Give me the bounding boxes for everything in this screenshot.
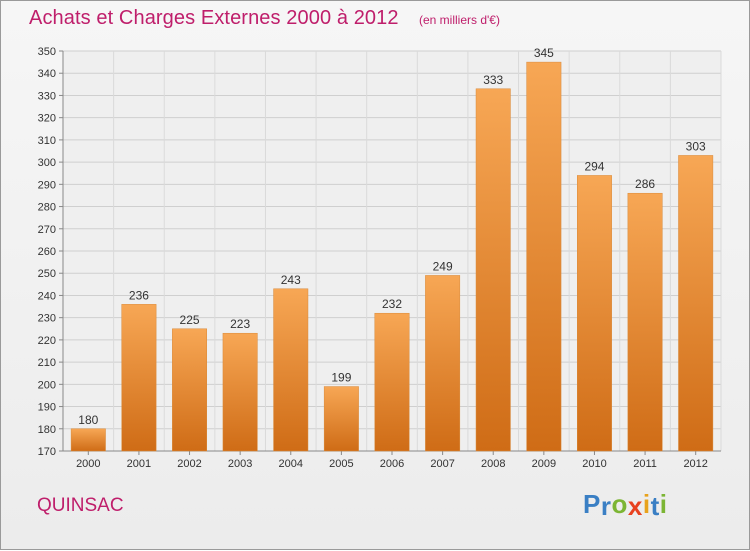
y-tick-label: 340 xyxy=(38,68,56,80)
data-label-2003: 223 xyxy=(230,317,250,331)
y-tick-label: 180 xyxy=(38,424,56,436)
x-tick-label-2002: 2002 xyxy=(177,458,201,470)
y-tick-label: 330 xyxy=(38,90,56,102)
x-tick-label-2003: 2003 xyxy=(228,458,252,470)
x-tick-label-2012: 2012 xyxy=(683,458,707,470)
data-label-2005: 199 xyxy=(331,371,351,385)
y-tick-label: 270 xyxy=(38,224,56,236)
logo-letter: x xyxy=(627,491,643,521)
data-label-2009: 345 xyxy=(534,46,554,60)
logo-letter: r xyxy=(600,491,612,521)
bar-2010 xyxy=(577,175,612,452)
logo-letter: i xyxy=(642,489,651,519)
y-tick-label: 230 xyxy=(38,313,56,325)
y-tick-label: 250 xyxy=(38,268,56,280)
y-tick-label: 320 xyxy=(38,113,56,125)
logo-letter: t xyxy=(650,491,660,521)
bar-2007 xyxy=(425,275,461,452)
logo-letter: i xyxy=(659,489,668,519)
proxiti-logo: Proxiti xyxy=(583,489,668,521)
data-label-2010: 294 xyxy=(584,159,604,173)
bar-2000 xyxy=(70,428,106,452)
data-label-2006: 232 xyxy=(382,297,402,311)
x-tick-label-2000: 2000 xyxy=(76,458,100,470)
y-tick-label: 260 xyxy=(38,246,56,258)
x-tick-label-2007: 2007 xyxy=(430,458,454,470)
data-label-2001: 236 xyxy=(129,288,149,302)
logo-letter: o xyxy=(611,489,628,519)
bar-2001 xyxy=(121,304,157,452)
chart-title: Achats et Charges Externes 2000 à 2012 xyxy=(29,7,399,29)
data-label-2008: 333 xyxy=(483,73,503,87)
city-name: QUINSAC xyxy=(37,495,124,516)
y-tick-label: 310 xyxy=(38,135,56,147)
y-tick-label: 280 xyxy=(38,202,56,214)
y-tick-label: 210 xyxy=(38,357,56,369)
bar-2004 xyxy=(273,288,309,452)
data-label-2012: 303 xyxy=(686,139,706,153)
y-tick-label: 350 xyxy=(38,46,56,58)
data-label-2004: 243 xyxy=(281,273,301,287)
chart-subtitle: (en milliers d'€) xyxy=(419,13,500,27)
bar-2009 xyxy=(526,61,562,452)
logo-letter: P xyxy=(583,489,601,519)
bar-2005 xyxy=(323,386,359,452)
bar-2002 xyxy=(172,328,207,452)
y-tick-label: 200 xyxy=(38,379,56,391)
x-tick-label-2011: 2011 xyxy=(633,458,657,470)
labels: 170 180 190 200 210 220 230 240 250 260 270 280 290 3… xyxy=(38,46,708,470)
bar-2012 xyxy=(678,155,714,452)
bar-2003 xyxy=(222,332,258,452)
y-tick-label: 170 xyxy=(38,446,56,458)
x-tick-label-2005: 2005 xyxy=(329,458,353,470)
y-tick-label: 300 xyxy=(38,157,56,169)
x-tick-label-2009: 2009 xyxy=(532,458,556,470)
bar-2008 xyxy=(475,88,511,452)
x-tick-label-2006: 2006 xyxy=(380,458,404,470)
data-label-2011: 286 xyxy=(635,177,655,191)
y-tick-label: 240 xyxy=(38,290,56,302)
bar-2011 xyxy=(627,192,663,452)
data-label-2000: 180 xyxy=(78,413,98,427)
bar-2006 xyxy=(374,312,410,452)
y-tick-label: 220 xyxy=(38,335,56,347)
bars xyxy=(70,61,714,452)
data-label-2002: 225 xyxy=(180,313,200,327)
y-tick-label: 190 xyxy=(38,402,56,414)
x-tick-label-2004: 2004 xyxy=(279,458,303,470)
x-tick-label-2008: 2008 xyxy=(481,458,505,470)
y-tick-label: 290 xyxy=(38,179,56,191)
data-label-2007: 249 xyxy=(433,259,453,273)
x-tick-label-2010: 2010 xyxy=(582,458,606,470)
x-tick-label-2001: 2001 xyxy=(127,458,151,470)
